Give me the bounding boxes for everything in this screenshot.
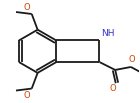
- Text: NH: NH: [102, 29, 115, 37]
- Text: O: O: [110, 84, 116, 93]
- Text: O: O: [23, 91, 30, 99]
- Text: O: O: [129, 55, 135, 64]
- Text: O: O: [23, 3, 30, 12]
